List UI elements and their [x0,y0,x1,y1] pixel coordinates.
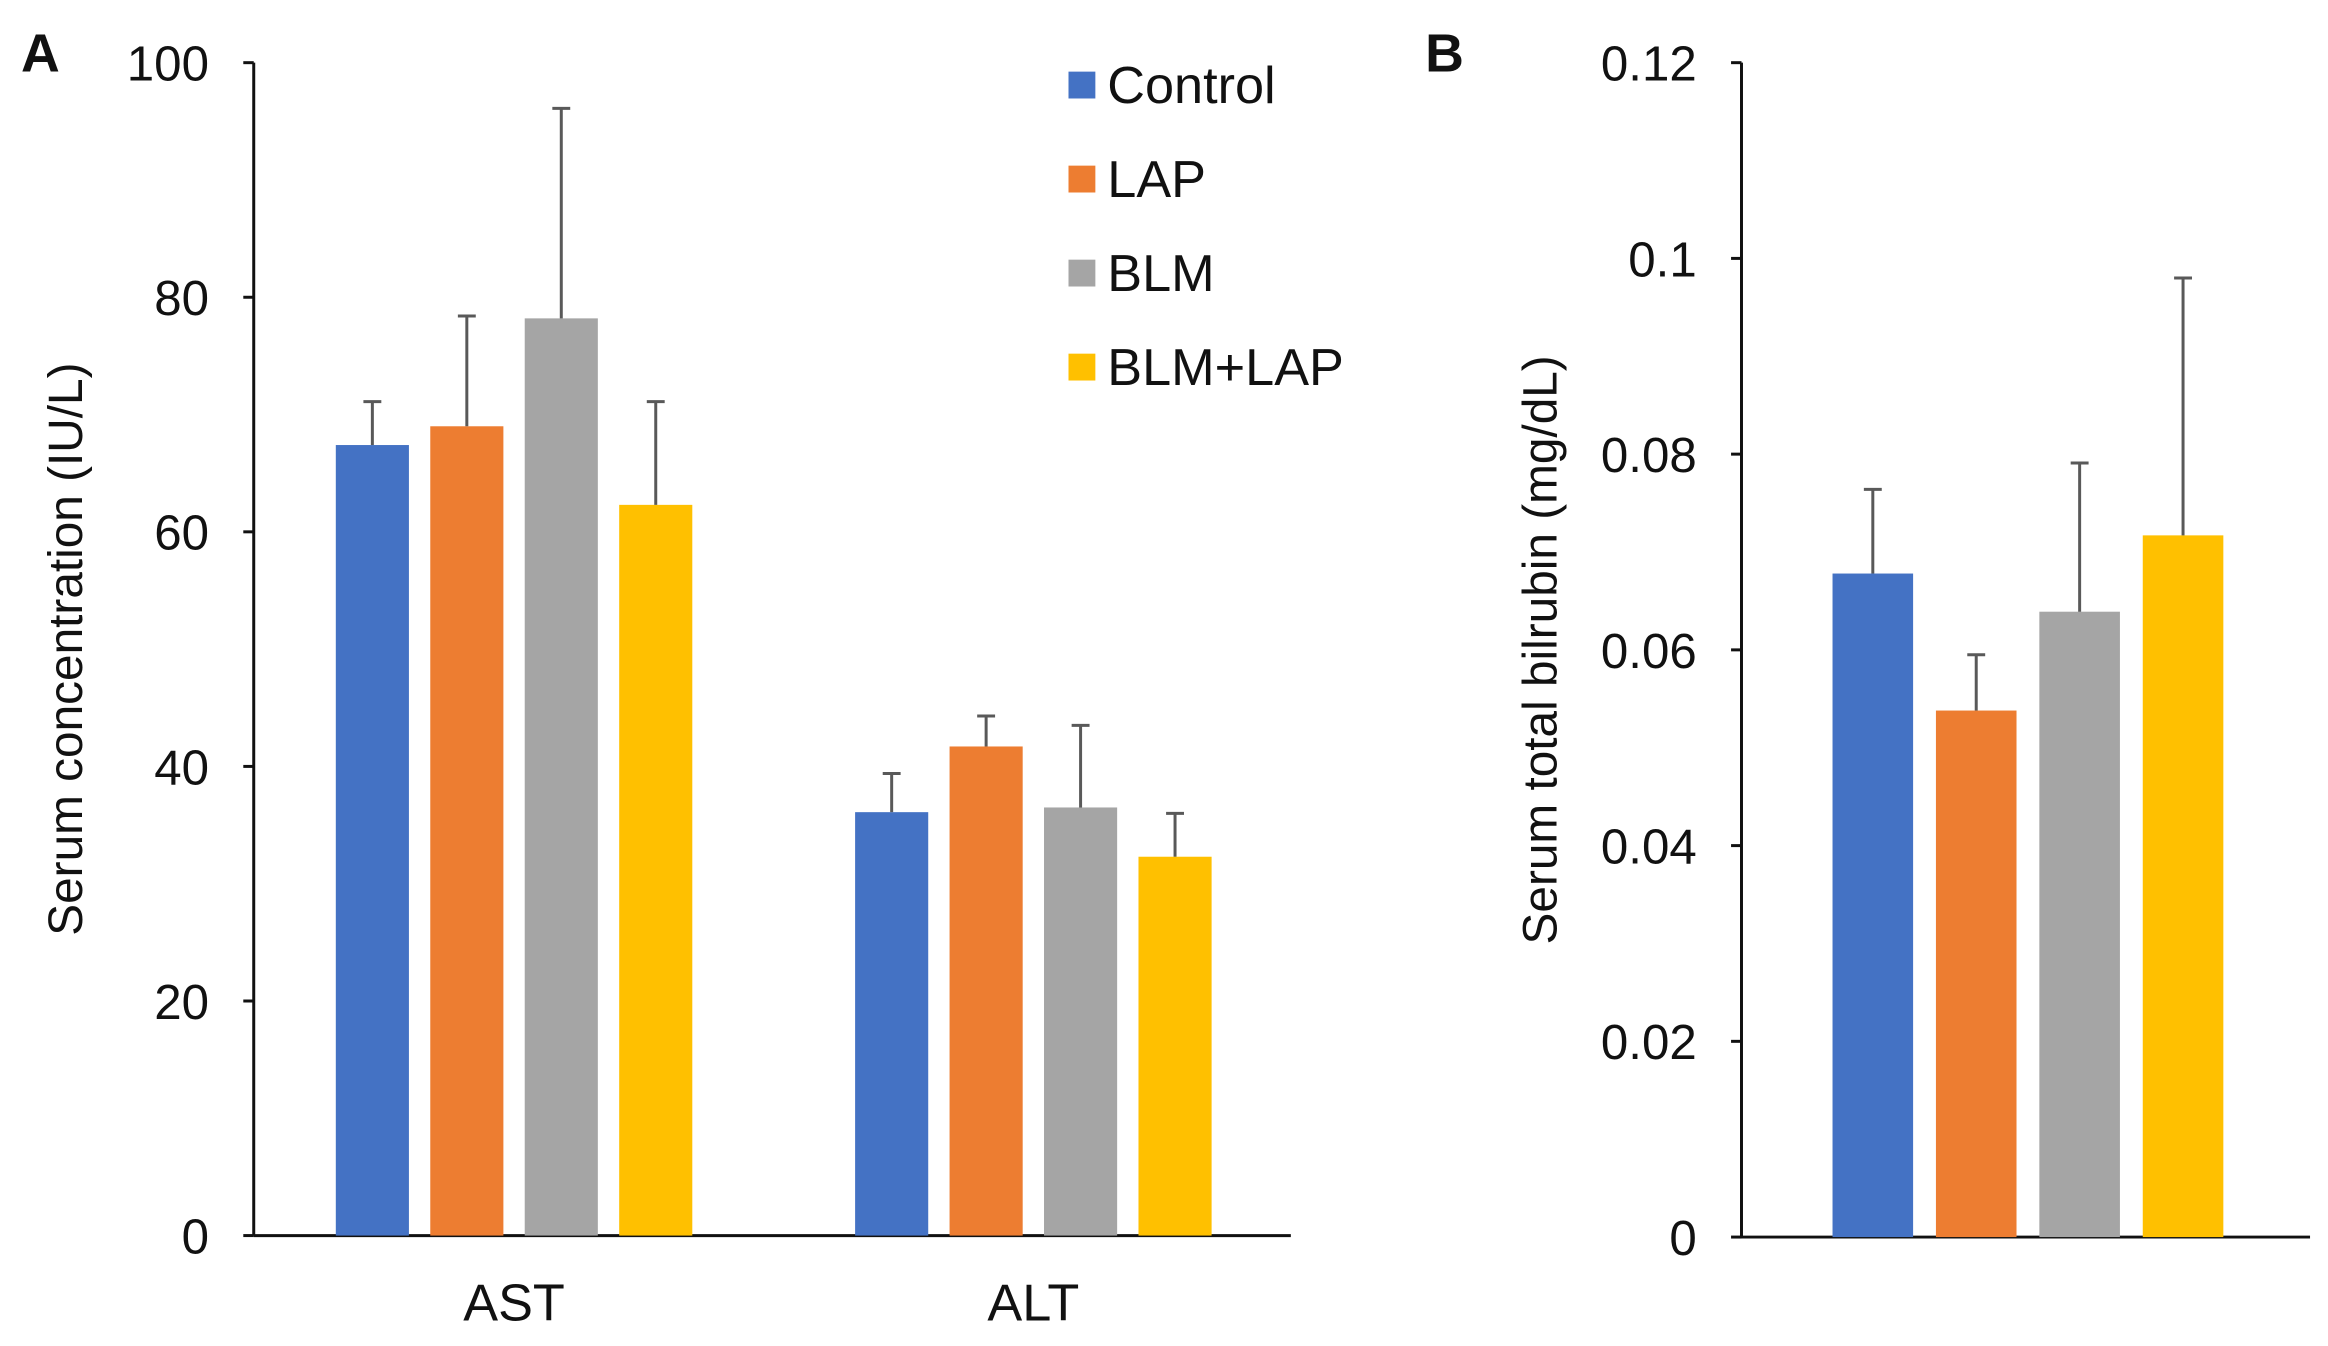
bar-blm-lap-ast [619,504,693,1236]
y-tick-label: 0 [182,1209,209,1264]
legend-swatch-blm-lap [1068,353,1096,381]
bar-lap-ast [430,426,504,1236]
y-tick-label: 0.06 [1601,624,1697,679]
bar-control-alt [855,812,929,1236]
y-axis-title: Serum concentration (IU/L) [40,363,93,936]
y-tick-label: 100 [127,37,209,92]
y-tick-label: 0.08 [1601,428,1697,483]
legend-swatch-lap [1068,165,1096,193]
bar-control [1832,573,1914,1238]
bar-blm-alt [1044,807,1118,1236]
panel-label-a: A [21,24,60,84]
y-tick-label: 0.04 [1601,820,1697,875]
bar-lap [1935,710,2017,1238]
y-tick-label: 0.02 [1601,1015,1697,1070]
bar-blm [2039,611,2120,1238]
bar-lap-alt [949,746,1023,1236]
bar-control-ast [335,445,409,1236]
y-tick-label: 80 [154,271,209,326]
chart-b: 0 0.02 0.04 0.06 0.08 0.1 0.12 Serum total bilr… [1514,37,2311,1266]
y-tick-label: 40 [154,740,209,795]
legend-label: Control [1107,57,1275,115]
y-tick-label: 0 [1669,1211,1696,1266]
legend-swatch-blm [1068,259,1096,287]
chart-a: 0 20 40 60 80 100 Serum concentration (IU/L) AS… [40,37,1344,1333]
x-category-label: AST [463,1275,565,1333]
legend-label: BLM+LAP [1107,339,1344,397]
panel-label-b: B [1425,24,1464,84]
bar-blm-lap [2142,535,2224,1238]
bar-blm-lap-alt [1138,856,1212,1236]
y-tick-label: 0.12 [1601,37,1697,92]
legend-label: LAP [1107,151,1206,209]
y-tick-label: 60 [154,506,209,561]
y-tick-label: 0.1 [1628,232,1696,287]
y-axis-title: Serum total bilrubin (mg/dL) [1514,355,1567,944]
y-tick-label: 20 [154,975,209,1030]
legend-swatch-control [1068,71,1096,99]
x-category-label: ALT [987,1275,1079,1333]
bar-blm-ast [524,318,598,1236]
legend-label: BLM [1107,245,1214,303]
